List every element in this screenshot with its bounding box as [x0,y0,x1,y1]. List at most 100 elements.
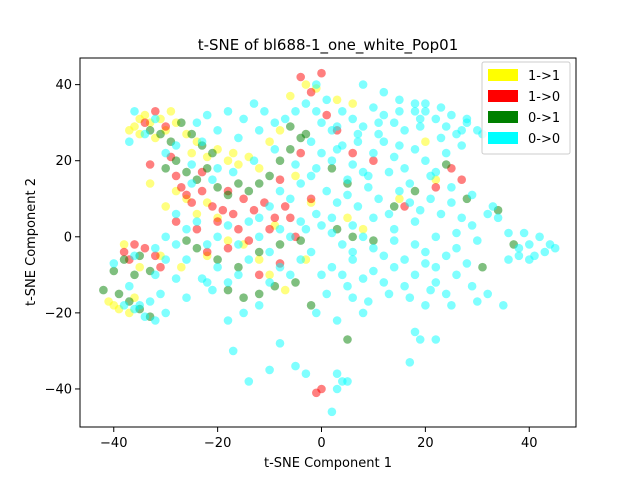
data-point [254,232,264,242]
data-point [379,137,389,146]
data-point [197,186,207,196]
data-point [182,236,191,245]
data-point [312,308,321,318]
x-axis-label: t-SNE Component 1 [264,456,392,471]
legend-swatch [488,69,518,81]
data-point [348,148,358,158]
data-point [343,377,352,386]
data-point [187,198,196,207]
data-point [353,137,363,146]
data-point [421,247,430,257]
data-point [296,72,306,82]
data-point [410,145,420,154]
data-point [343,335,352,344]
data-point [197,137,207,146]
legend-frame [481,61,571,155]
data-point [431,278,441,287]
data-point [343,175,352,184]
data-point [535,232,544,242]
data-point [187,148,196,158]
data-point [322,289,332,299]
data-point [473,297,482,306]
data-point [369,243,378,253]
data-point [426,171,435,181]
data-point [125,281,134,291]
data-point [145,160,155,169]
data-point [145,297,155,306]
data-point [431,262,441,272]
data-point [322,110,332,120]
data-point [312,209,321,219]
data-point [421,99,430,108]
data-point [145,179,155,188]
data-point [467,221,477,230]
data-point [431,114,441,124]
data-point [223,316,233,325]
legend-swatch [488,90,518,102]
data-point [317,270,326,280]
data-point [296,236,306,245]
data-point [348,255,358,264]
data-point [286,194,295,204]
legend-label: 0->0 [528,132,560,147]
data-point [421,259,430,268]
data-point [364,183,373,192]
data-point [239,194,248,204]
data-point [306,171,316,181]
data-point [244,377,254,386]
data-point [296,148,306,158]
data-point [332,122,342,131]
data-point [254,126,264,135]
data-point [488,202,498,211]
data-point [254,164,264,173]
data-point [130,240,139,249]
data-point [234,224,243,234]
data-point [182,255,191,264]
data-point [421,301,430,310]
data-point [114,289,124,299]
data-point [384,209,394,219]
data-point [187,160,196,169]
data-point [504,255,513,264]
data-point [254,179,264,188]
data-point [317,118,326,127]
data-point [249,156,259,165]
data-point [332,198,342,207]
data-point [343,190,352,200]
data-point [171,209,181,219]
data-point [452,270,461,280]
data-point [249,99,259,108]
data-point [161,202,170,211]
data-point [171,217,181,226]
data-point [374,129,383,139]
data-point [228,346,238,356]
data-point [525,240,534,249]
data-point [389,224,399,234]
data-point [348,232,358,242]
y-tick-label: 40 [55,78,72,93]
series-0->0 [109,80,560,417]
data-point [296,255,306,264]
data-point [265,270,274,280]
data-point [213,255,222,264]
data-point [202,278,212,287]
data-point [166,107,176,116]
data-point [379,251,389,261]
data-point [130,270,139,280]
data-point [369,213,378,223]
data-point [415,114,425,124]
data-point [104,297,113,306]
data-point [415,335,425,344]
data-point [358,274,368,283]
data-point [431,232,441,242]
data-point [452,243,461,253]
data-point [171,274,181,283]
data-point [291,160,300,169]
data-point [358,80,368,89]
data-point [447,110,456,120]
data-point [400,126,409,135]
data-point [109,259,119,268]
data-point [130,251,139,261]
data-point [483,209,493,219]
data-point [306,87,316,97]
